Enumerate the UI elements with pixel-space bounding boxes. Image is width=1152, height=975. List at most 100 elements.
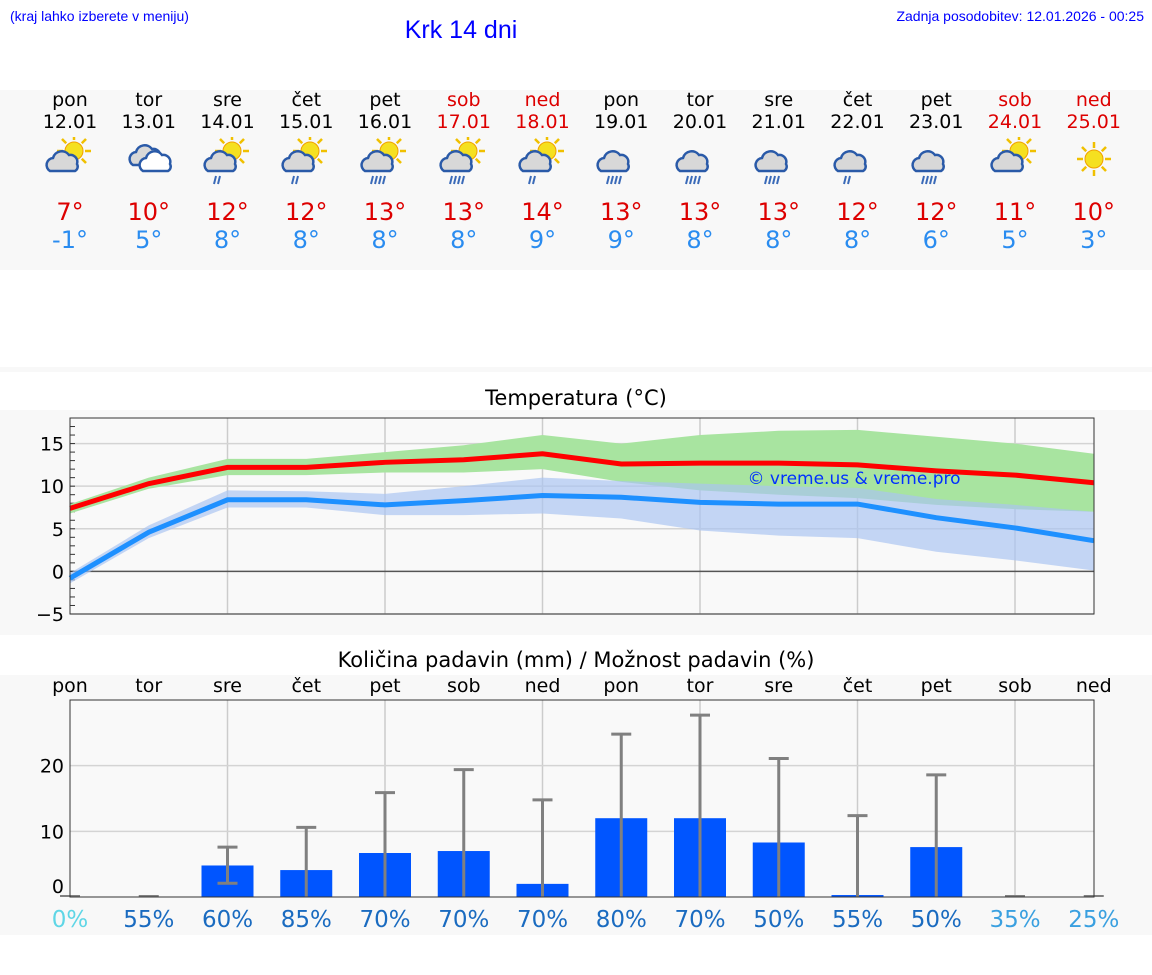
day-of-week: tor — [135, 89, 163, 111]
day-date: 22.01 — [830, 111, 885, 133]
y-tick-label: −5 — [36, 604, 64, 626]
day-label: pet — [921, 675, 952, 697]
day-of-week: sre — [213, 89, 242, 111]
cloud-rain-icon — [674, 137, 726, 191]
day-date: 19.01 — [594, 111, 649, 133]
day-of-week: ned — [524, 89, 561, 111]
sun-cloud-rain-icon — [359, 134, 411, 191]
day-date: 18.01 — [515, 111, 570, 133]
day-header: čet 15.01 — [267, 89, 345, 133]
max-temperature: 12° — [914, 198, 958, 226]
day-label: ned — [1076, 675, 1112, 697]
min-temperature: 8° — [843, 226, 872, 254]
day-header: pon 19.01 — [582, 89, 660, 133]
day-date: 21.01 — [751, 111, 806, 133]
partly-cloudy-icon — [44, 134, 96, 191]
max-temperature: 13° — [757, 198, 801, 226]
min-temperature: 8° — [686, 226, 714, 254]
page-title: Krk 14 dni — [404, 16, 518, 44]
day-date: 17.01 — [436, 111, 491, 133]
day-date: 24.01 — [987, 111, 1043, 133]
precipitation-chart: 0 10 20 pon 0% tor 55% sre 60% čet 85% pet 70% sob 70%… — [40, 675, 1120, 933]
min-temperature: 8° — [371, 226, 399, 254]
precipitation-probability: 60% — [202, 907, 253, 933]
precipitation-probability: 50% — [753, 907, 804, 933]
day-date: 15.01 — [279, 111, 334, 133]
plot-border — [69, 699, 1095, 898]
day-of-week: čet — [842, 89, 873, 111]
precipitation-probability: 25% — [1068, 907, 1119, 933]
precipitation-probability: 85% — [281, 907, 332, 933]
y-tick-label: 10 — [40, 821, 64, 843]
precipitation-probability: 50% — [911, 907, 962, 933]
day-of-week: sob — [446, 89, 481, 111]
watermark: © vreme.us & vreme.pro — [747, 469, 960, 489]
max-temperature: 12° — [206, 198, 249, 226]
day-of-week: sre — [764, 89, 794, 111]
day-header: pet 16.01 — [346, 89, 424, 133]
y-tick-label: 0 — [52, 561, 64, 583]
day-date: 20.01 — [672, 111, 728, 133]
max-temperature: 10° — [1072, 198, 1116, 226]
day-label: ned — [525, 675, 561, 697]
y-tick-label: 15 — [40, 434, 64, 456]
day-of-week: sob — [998, 89, 1032, 111]
min-temperature-line — [68, 493, 1095, 581]
day-header: tor 20.01 — [661, 89, 739, 133]
temperature-chart-title: Temperatura (°C) — [485, 386, 667, 410]
day-of-week: pon — [52, 89, 88, 111]
sun-cloud-light-rain-icon — [202, 134, 254, 191]
min-temperature: 8° — [765, 226, 793, 254]
min-temperature: 8° — [292, 226, 320, 254]
day-date: 16.01 — [357, 111, 413, 133]
precipitation-probability: 70% — [517, 907, 568, 933]
min-temperature: 3° — [1080, 226, 1108, 254]
day-of-week: tor — [686, 89, 714, 111]
cloud-rain-icon — [753, 137, 805, 191]
day-label: sob — [998, 675, 1032, 697]
day-label: sob — [447, 675, 481, 697]
day-date: 13.01 — [121, 111, 176, 133]
day-header: sob 17.01 — [425, 89, 503, 133]
cloud-light-rain-icon — [832, 137, 884, 191]
day-label: pon — [52, 675, 88, 697]
precipitation-probability: 70% — [438, 907, 489, 933]
day-header: sob 24.01 — [976, 89, 1054, 133]
day-of-week: ned — [1075, 89, 1112, 111]
max-temperature: 12° — [284, 198, 328, 226]
temperature-title-bg — [0, 372, 1152, 410]
precipitation-probability: 55% — [123, 907, 174, 933]
min-temperature: 9° — [528, 226, 557, 254]
last-updated: Zadnja posodobitev: 12.01.2026 - 00:25 — [896, 8, 1144, 24]
day-of-week: pet — [920, 89, 952, 111]
precipitation-probability: 70% — [674, 907, 725, 933]
min-temperature: 8° — [213, 226, 242, 254]
day-label: sre — [764, 675, 793, 697]
location-hint: (kraj lahko izberete v meniju) — [10, 8, 189, 24]
min-temperature: 9° — [607, 226, 635, 254]
day-header: tor 13.01 — [110, 89, 188, 133]
day-header: sre 21.01 — [740, 89, 818, 133]
min-temperature: 5° — [135, 226, 163, 254]
min-temperature: 8° — [450, 226, 478, 254]
day-date: 12.01 — [42, 111, 98, 133]
partly-cloudy-icon — [989, 134, 1041, 191]
day-header: ned 25.01 — [1055, 89, 1133, 133]
max-temperature: 7° — [56, 198, 84, 226]
precipitation-probability: 0% — [52, 907, 89, 933]
day-header: pet 23.01 — [897, 89, 975, 133]
day-of-week: pon — [603, 89, 640, 111]
max-temperature: 13° — [363, 198, 407, 226]
precipitation-chart-title: Količina padavin (mm) / Možnost padavin … — [337, 648, 815, 672]
plot-border — [69, 417, 1095, 615]
max-temperature: 13° — [599, 198, 643, 226]
day-label: čet — [843, 675, 873, 697]
day-date: 14.01 — [200, 111, 255, 133]
cloud-rain-icon — [595, 137, 647, 191]
max-temperature: 12° — [836, 198, 879, 226]
day-date: 23.01 — [909, 111, 964, 133]
day-header: sre 14.01 — [189, 89, 267, 133]
temperature-chart: −5 0 5 10 15 © vreme.us & vreme.pro — [36, 417, 1095, 626]
y-tick-label: 10 — [40, 476, 64, 498]
day-label: tor — [135, 675, 162, 697]
